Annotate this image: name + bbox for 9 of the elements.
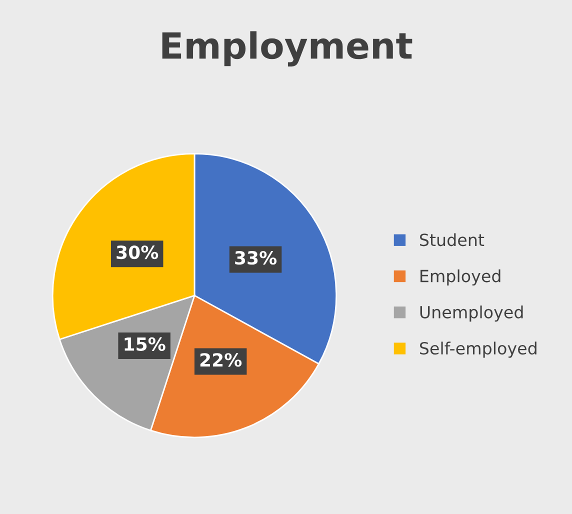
legend-label: Student [420, 233, 484, 246]
chart-title: Employment [162, 31, 412, 66]
data-label: 33% [235, 251, 277, 265]
data-label: 22% [200, 353, 242, 367]
data-label: 30% [116, 245, 158, 260]
legend-label: Employed [420, 269, 500, 286]
legend-label: Self-employed [420, 342, 536, 358]
data-label: 15% [124, 337, 166, 351]
legend-label: Unemployed [420, 306, 523, 322]
